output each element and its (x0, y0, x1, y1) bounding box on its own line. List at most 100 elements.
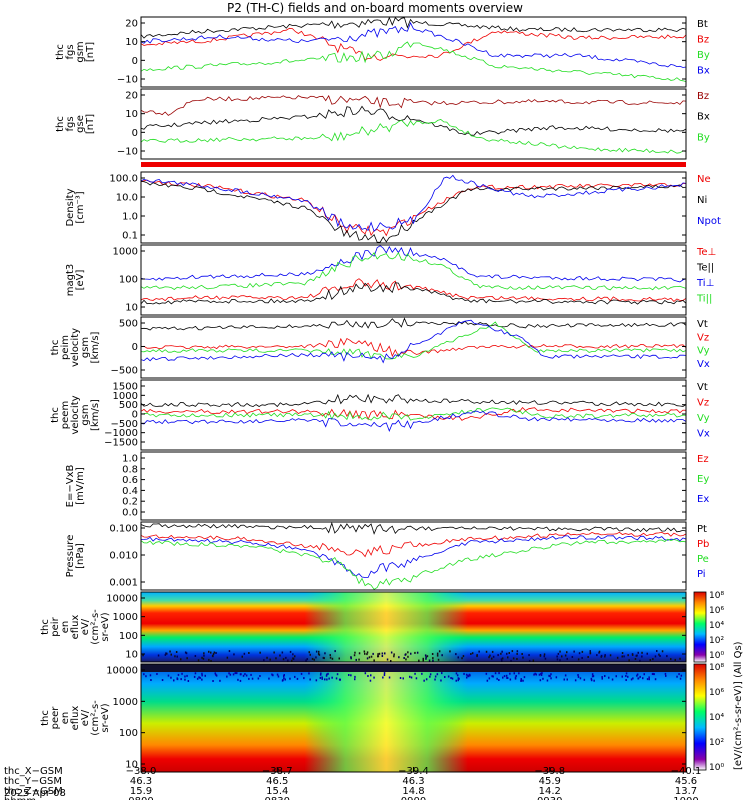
peer-noise-speck (441, 672, 443, 675)
peer-noise-speck (421, 672, 423, 675)
peer-noise-speck (498, 672, 500, 675)
peir-noise-speck (165, 652, 167, 655)
fgs_gse-trace-darkred (140, 94, 687, 116)
peir-noise-speck (215, 652, 217, 654)
legend-ey: Ey (697, 474, 709, 485)
fgs_gsm-frame (140, 16, 687, 88)
peir-noise-speck (589, 651, 592, 654)
peer-noise-speck (173, 679, 175, 682)
peer-noise-speck (199, 676, 201, 679)
peir-noise-speck (425, 657, 427, 660)
peir-noise-speck (407, 651, 409, 654)
peir-noise-speck (516, 658, 518, 660)
peir-noise-speck (426, 655, 429, 658)
peer-noise-speck (651, 673, 654, 675)
peer-noise-speck (315, 679, 318, 682)
peir-noise-speck (292, 657, 294, 660)
peer-noise-speck (458, 677, 460, 680)
peer-noise-speck (320, 672, 322, 675)
peer-noise-speck (563, 678, 565, 681)
peer-noise-speck (450, 677, 452, 679)
peir-noise-speck (366, 651, 369, 654)
peir-noise-speck (461, 657, 463, 660)
peir-noise-speck (354, 651, 356, 654)
peer-noise-speck (494, 672, 497, 675)
peer-noise-speck (455, 679, 457, 682)
peer-noise-speck (601, 677, 603, 680)
peir-noise-speck (564, 654, 567, 657)
peir-noise-speck (489, 654, 491, 657)
peer-noise-speck (214, 672, 216, 675)
colorbar: 10⁸ 10⁶ 10⁴ 10² 10⁰ 10⁸ 10⁶ 10⁴ 10² 10⁰ [eV/(cm²-… (693, 591, 744, 773)
peir-noise-speck (566, 651, 568, 654)
peer-noise-speck (534, 672, 536, 675)
y-axis-label-line: thc (40, 619, 51, 635)
peir-noise-speck (208, 658, 210, 661)
peer-noise-speck (440, 679, 442, 682)
peer-noise-speck (170, 676, 172, 679)
colorbar-tick: 10⁴ (709, 713, 724, 723)
colorbar-tick: 10⁰ (709, 763, 724, 773)
panel-pressure: 0.100 0.010 0.001 Pressure[nPa] Pt Pb Pe Pi (65, 521, 709, 591)
peer-noise-speck (296, 677, 299, 680)
peir-noise-speck (410, 652, 412, 655)
peer-noise-speck (308, 672, 310, 675)
peir-noise-speck (358, 652, 361, 655)
peer-noise-speck (194, 672, 197, 675)
peir-noise-speck (661, 650, 664, 653)
peem_velocity-trace-red (140, 406, 687, 421)
legend-bx: Bx (697, 112, 710, 123)
footer-value: 13.7 (675, 786, 697, 797)
peer-noise-speck (463, 672, 465, 675)
legend-vy: Vy (697, 413, 710, 424)
y-axis-label-line: E=−VxB (65, 465, 76, 508)
y-axis-label: thcfgsgsm[nT] (55, 41, 96, 62)
legend-npot: Npot (697, 216, 721, 227)
plot-title: P2 (TH-C) fields and on-board moments ov… (227, 1, 523, 15)
legend-bz: Bz (697, 91, 709, 102)
peir-noise-speck (425, 656, 427, 659)
peir-noise-speck (370, 655, 373, 658)
y-axis-label-line: [cm⁻³] (75, 191, 86, 223)
peer-noise-speck (457, 679, 459, 682)
peir-noise-speck (305, 659, 307, 662)
peer-noise-speck (466, 676, 468, 679)
peir-noise-speck (501, 650, 503, 653)
peer-noise-speck (236, 672, 238, 675)
peer-noise-speck (574, 679, 577, 682)
peer-noise-speck (193, 675, 196, 678)
y-axis-label-line: peer (50, 706, 61, 730)
peer-noise-speck (354, 678, 356, 681)
y-axis-label-line: peem (60, 401, 71, 429)
y-tick-label: −1000 (104, 428, 138, 439)
colorbar-tick: 10⁴ (709, 621, 724, 631)
peir-noise-speck (263, 659, 265, 662)
peer-noise-speck (283, 675, 285, 678)
peir-noise-speck (331, 657, 334, 660)
peir-noise-speck (390, 660, 392, 662)
peir-noise-speck (478, 650, 480, 653)
legend-ti: Ti⊥ (696, 278, 714, 289)
peer-noise-speck (533, 673, 535, 676)
peer-noise-speck (444, 676, 446, 678)
y-axis-label-line: thc (50, 340, 61, 356)
legend-ti: Ti|| (696, 294, 712, 305)
peer-noise-speck (548, 674, 550, 677)
peir-noise-speck (521, 653, 523, 655)
peir-noise-speck (507, 656, 509, 659)
peir-noise-speck (491, 650, 494, 653)
peer-noise-speck (324, 678, 326, 681)
peir-noise-speck (432, 659, 434, 662)
footer-value: 15.9 (130, 786, 152, 797)
y-tick-label: 10 (125, 37, 138, 48)
y-axis-label-line: eV/ (80, 709, 91, 726)
peir-noise-speck (577, 658, 580, 661)
peer-noise-speck (244, 673, 246, 676)
peer-noise-speck (276, 673, 279, 676)
peir-noise-speck (273, 651, 275, 654)
peir-noise-speck (416, 651, 419, 654)
peir-noise-speck (654, 655, 657, 658)
y-tick-label: 10 (125, 303, 138, 314)
footer-value: 45.6 (675, 776, 697, 787)
peir-noise-speck (424, 654, 427, 657)
